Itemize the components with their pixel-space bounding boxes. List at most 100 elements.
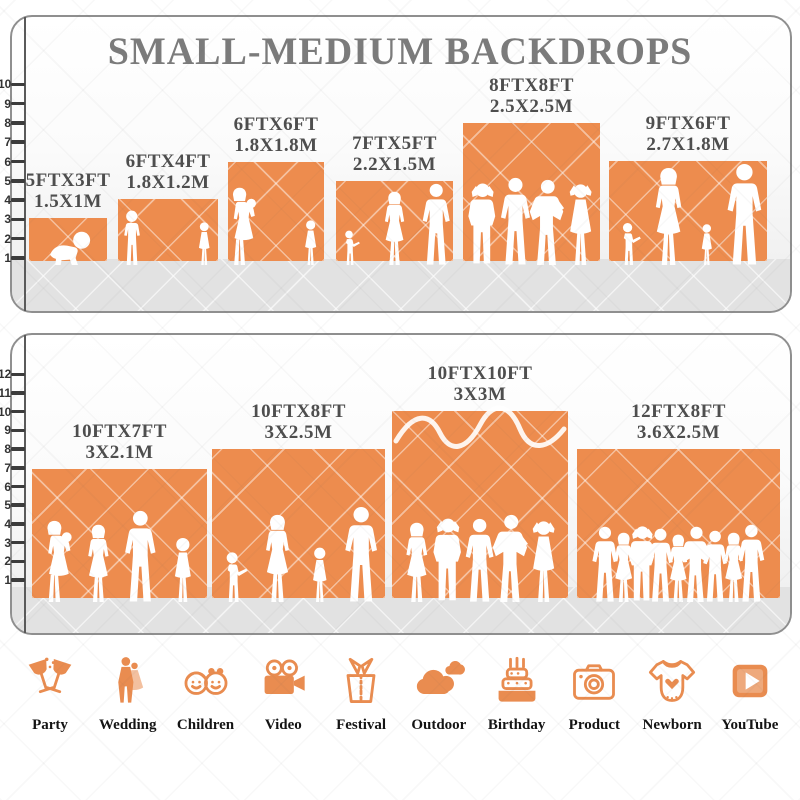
category-row: Party Wedding Children xyxy=(12,655,788,765)
person-woman-silhouette xyxy=(648,167,689,265)
ruler-tick xyxy=(11,559,25,564)
ruler-axis xyxy=(24,335,26,633)
backdrop-size-ft: 9FTX6FT xyxy=(645,113,731,134)
ruler-tick xyxy=(11,522,25,526)
category-birthday: Birthday xyxy=(479,655,555,765)
backdrop-label-9x6: 9FTX6FT 2.7X1.8M xyxy=(578,113,798,155)
ruler-number: 5 xyxy=(4,173,11,188)
ruler-tick xyxy=(11,484,25,489)
ruler-tick xyxy=(11,217,25,222)
person-man-up-silhouette xyxy=(430,516,466,602)
person-girl-silhouette xyxy=(308,546,332,602)
ruler-number: 9 xyxy=(4,96,11,111)
ruler-number: 1 xyxy=(4,573,11,587)
backdrop-size-ft: 6FTX4FT xyxy=(125,151,211,172)
youtube-icon xyxy=(732,664,768,698)
category-label: YouTube xyxy=(721,717,779,733)
backdrop-size-m: 1.8X1.8M xyxy=(234,135,318,156)
ruler-tick xyxy=(11,540,25,545)
ruler-tick xyxy=(11,503,25,507)
ruler-tick xyxy=(11,101,25,106)
backdrop-size-ft: 10FTX8FT xyxy=(251,401,346,422)
ruler-number: 11 xyxy=(0,386,11,400)
person-girl-silhouette xyxy=(169,536,197,602)
ruler-tick xyxy=(11,578,25,582)
person-baby-silhouette xyxy=(43,231,94,265)
person-girl-silhouette xyxy=(301,219,320,265)
category-label: Video xyxy=(264,717,302,733)
ruler-number: 8 xyxy=(4,442,11,457)
backdrop-label-12x8: 12FTX8FT 3.6X2.5M xyxy=(569,401,789,443)
backdrop-label-6x4: 6FTX4FT 1.8X1.2M xyxy=(58,151,278,193)
person-woman-up-silhouette xyxy=(563,181,598,265)
category-label: Birthday xyxy=(487,717,546,733)
ruler-tick xyxy=(11,428,25,433)
ruler-number: 1 xyxy=(4,251,11,265)
person-man-silhouette xyxy=(723,163,766,265)
backdrop-label-6x6: 6FTX6FT 1.8X1.8M xyxy=(166,114,386,156)
panel-floor xyxy=(12,259,790,311)
product-icon xyxy=(573,664,616,700)
ruler-tick xyxy=(11,409,25,414)
category-label: Festival xyxy=(336,717,387,733)
ruler-tick xyxy=(11,447,25,451)
person-man-hips-silhouette xyxy=(528,179,568,265)
person-woman-silhouette xyxy=(82,524,115,602)
ruler-tick xyxy=(11,159,25,164)
ruler-tick xyxy=(11,256,25,260)
ruler-number: 3 xyxy=(4,212,11,227)
ruler-tick xyxy=(11,121,25,125)
ruler-number: 6 xyxy=(4,479,11,494)
ruler-number: 12 xyxy=(0,367,12,382)
person-man-silhouette xyxy=(419,183,453,265)
backdrop-size-m: 1.8X1.2M xyxy=(126,172,210,193)
page-title: SMALL-MEDIUM BACKDROPS xyxy=(107,30,693,74)
ruler-tick xyxy=(11,236,25,241)
person-woman-silhouette xyxy=(259,514,296,602)
ruler-number: 2 xyxy=(4,231,11,246)
backdrop-label-10x7: 10FTX7FT 3X2.1M xyxy=(10,421,230,463)
category-youtube: YouTube xyxy=(712,655,788,765)
backdrop-size-m: 1.5X1M xyxy=(34,191,102,212)
video-icon xyxy=(264,659,305,694)
ruler-tick xyxy=(11,391,25,395)
backdrop-size-m: 3X3M xyxy=(453,384,507,405)
ruler-axis xyxy=(24,17,26,311)
backdrop-size-m: 2.5X2.5M xyxy=(489,96,574,117)
person-toddler-silhouette xyxy=(222,550,251,602)
birthday-icon xyxy=(498,656,536,702)
ruler-number: 3 xyxy=(4,535,11,550)
ruler-tick xyxy=(11,466,25,470)
person-girl-silhouette xyxy=(698,223,716,265)
ruler-tick xyxy=(11,179,25,183)
ruler-number: 10 xyxy=(0,77,12,92)
ruler-number: 4 xyxy=(4,193,11,208)
newborn-icon xyxy=(649,660,696,702)
person-toddler-silhouette xyxy=(342,229,362,265)
category-wedding: Wedding xyxy=(90,655,166,765)
person-woman-silhouette xyxy=(379,191,410,265)
backdrop-size-m: 2.2X1.5M xyxy=(352,154,437,175)
person-woman-baby-silhouette xyxy=(38,520,76,602)
backdrop-size-ft: 10FTX10FT xyxy=(427,363,533,384)
ruler-number: 8 xyxy=(4,115,11,130)
backdrop-size-ft: 10FTX7FT xyxy=(72,421,167,442)
ruler-number: 7 xyxy=(4,460,11,475)
person-man-silhouette xyxy=(735,524,768,602)
backdrop-size-ft: 12FTX8FT xyxy=(631,401,726,422)
backdrop-size-ft: 7FTX5FT xyxy=(352,133,437,154)
backdrop-label-10x8: 10FTX8FT 3X2.5M xyxy=(189,401,409,443)
category-newborn: Newborn xyxy=(634,655,710,765)
ruler-number: 4 xyxy=(4,516,11,531)
festival-icon xyxy=(346,657,376,703)
backdrop-size-m: 3X2.1M xyxy=(85,442,154,463)
ruler-number: 6 xyxy=(4,154,11,169)
person-boy-silhouette xyxy=(120,209,144,265)
category-children: Children xyxy=(168,655,244,765)
ruler-number: 5 xyxy=(4,498,11,513)
category-outdoor: Outdoor xyxy=(401,655,477,765)
ruler-number: 10 xyxy=(0,404,12,419)
backdrop-size-m: 3X2.5M xyxy=(264,422,333,443)
ruler-number: 2 xyxy=(4,554,11,569)
person-toddler-silhouette xyxy=(619,221,643,265)
